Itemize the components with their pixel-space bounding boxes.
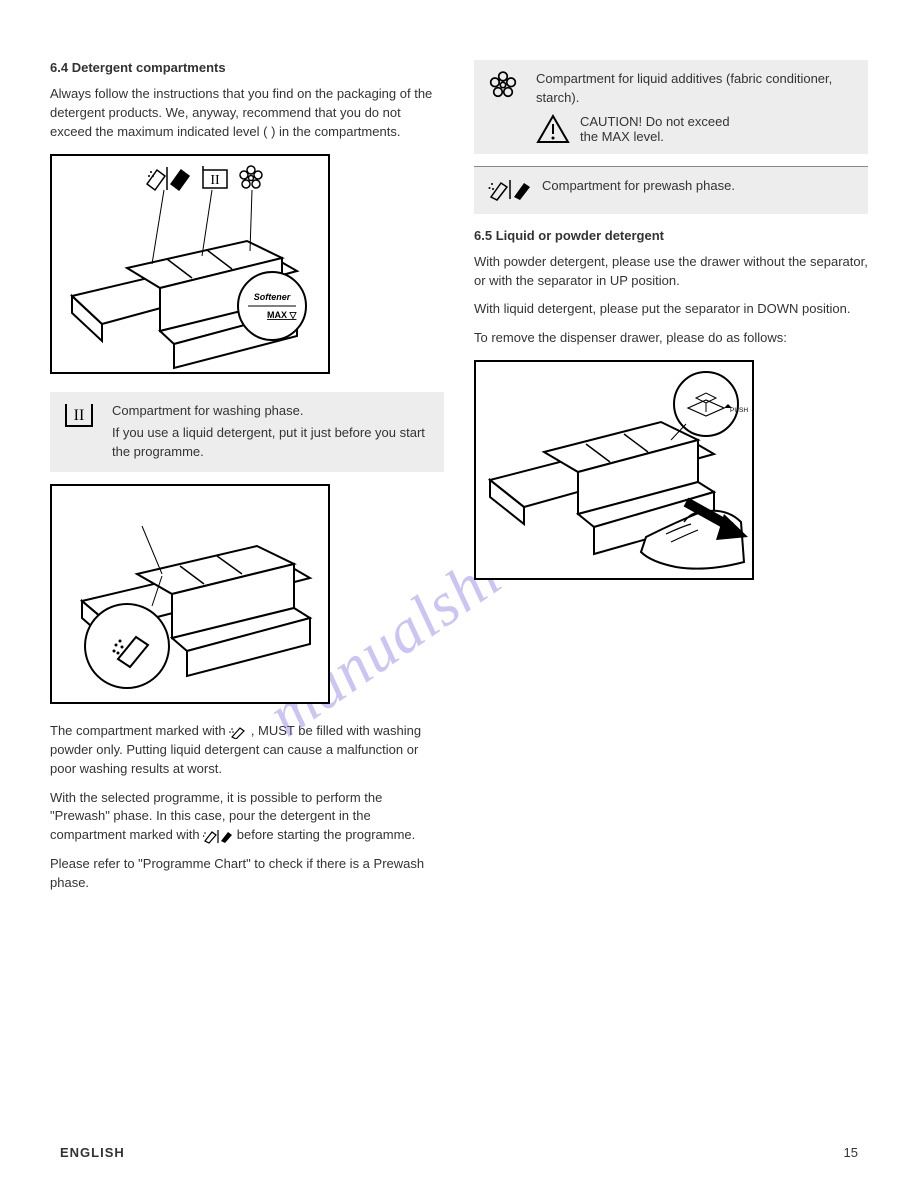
caution-text-2: the MAX level.	[580, 129, 730, 144]
svg-text:II: II	[74, 407, 85, 424]
heading-65-text: Liquid or powder detergent	[496, 228, 664, 243]
warning-icon	[536, 114, 570, 144]
compartment-box-prewash: Compartment for prewash phase.	[474, 166, 868, 214]
figure-dispenser-drawer: Softener MAX ▽ II	[50, 154, 330, 374]
figure-remove-drawer: PUSH	[474, 360, 754, 580]
fig2-cap-prefix: The compartment marked with	[50, 723, 229, 738]
p65-liquid: With liquid detergent, please put the se…	[474, 300, 868, 319]
page-language-label: ENGLISH	[60, 1145, 125, 1160]
intro-text: Always follow the instructions that you …	[50, 86, 432, 139]
compartment-box-wash: II Compartment for washing phase. If you…	[50, 392, 444, 473]
push-label: PUSH	[730, 407, 748, 414]
comp1-body: If you use a liquid detergent, put it ju…	[112, 424, 430, 462]
heading-65-num: 6.5	[474, 228, 492, 243]
comp2-title: Compartment for liquid additives (fabric…	[536, 70, 854, 108]
powder-icon	[229, 725, 247, 739]
softener-label: Softener	[254, 292, 291, 302]
prewash-note: With the selected programme, it is possi…	[50, 789, 444, 846]
svg-text:II: II	[210, 173, 220, 188]
intro-paragraph: Always follow the instructions that you …	[50, 85, 444, 142]
caution-text-1: CAUTION! Do not exceed	[580, 114, 730, 129]
flower-icon	[488, 70, 526, 103]
comp3-title: Compartment for prewash phase.	[542, 177, 854, 196]
fig2-caption: The compartment marked with , MUST be fi…	[50, 722, 444, 779]
page-columns: 6.4 Detergent compartments Always follow…	[50, 60, 868, 903]
comp1-title: Compartment for washing phase.	[112, 402, 430, 421]
pour-icons-inline	[203, 828, 233, 844]
p65-powder: With powder detergent, please use the dr…	[474, 253, 868, 291]
p65-remove: To remove the dispenser drawer, please d…	[474, 329, 868, 348]
heading-number: 6.4	[50, 60, 68, 75]
right-column: Compartment for liquid additives (fabric…	[474, 60, 868, 903]
page-number: 15	[844, 1145, 858, 1160]
left-column: 6.4 Detergent compartments Always follow…	[50, 60, 444, 903]
figure-powder-compartment	[50, 484, 330, 704]
prewash-ref: Please refer to "Programme Chart" to che…	[50, 855, 444, 893]
section-heading-6-4: 6.4 Detergent compartments	[50, 60, 444, 75]
prewash-note-2: before starting the programme.	[237, 827, 415, 842]
compartment-box-softener: Compartment for liquid additives (fabric…	[474, 60, 868, 154]
wash-compartment-icon: II	[64, 402, 102, 431]
section-heading-6-5: 6.5 Liquid or powder detergent	[474, 228, 868, 243]
drawer-illustration: Softener MAX ▽ II	[52, 156, 332, 376]
pour-icons	[488, 177, 532, 204]
max-label: MAX ▽	[267, 310, 298, 320]
heading-text: Detergent compartments	[72, 60, 226, 75]
